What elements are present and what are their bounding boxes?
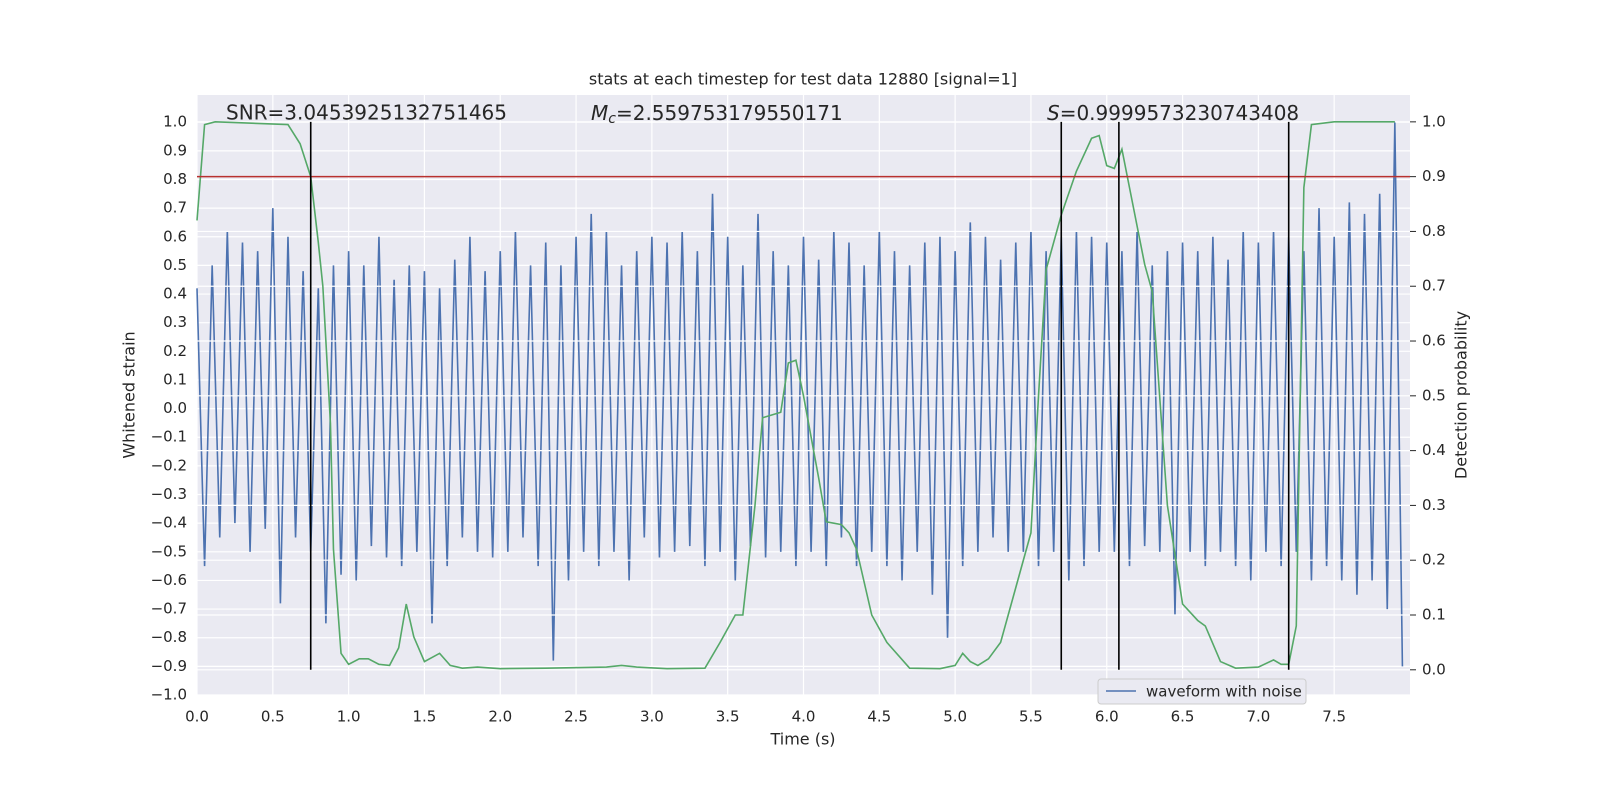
y2-tick-label: 0.6: [1422, 332, 1446, 350]
x-tick-label: 6.0: [1095, 708, 1119, 726]
x-tick-label: 5.5: [1019, 708, 1043, 726]
x-tick-label: 0.5: [261, 708, 285, 726]
legend: waveform with noise: [1097, 678, 1307, 705]
y2-tick-label: 0.4: [1422, 441, 1446, 459]
annotation-value: =2.559753179550171: [616, 101, 843, 125]
y-tick-label: −0.7: [151, 600, 187, 618]
y2-tick-label: 0.5: [1422, 386, 1446, 404]
y2-tick-label: 0.8: [1422, 222, 1446, 240]
x-tick-label: 1.5: [413, 708, 437, 726]
y-tick-label: 0.8: [163, 170, 187, 188]
x-tick-label: 4.0: [792, 708, 816, 726]
y-tick-label: 0.2: [163, 342, 187, 360]
y-tick-label: 0.9: [163, 141, 187, 159]
plot: [196, 95, 1410, 696]
legend-box: [1097, 678, 1307, 705]
y-tick-label: −0.3: [151, 485, 187, 503]
x-tick-label: 4.5: [867, 708, 891, 726]
series-line: [196, 121, 1395, 670]
y2-tick-label: 0.9: [1422, 167, 1446, 185]
x-tick-label: 1.0: [337, 708, 361, 726]
annotation-mc: Mc=2.559753179550171: [591, 101, 843, 128]
y-tick-label: −0.8: [151, 628, 187, 646]
y-tick-label: 0.4: [163, 285, 187, 303]
y-tick-label: −0.2: [151, 456, 187, 474]
x-tick-label: 0.0: [185, 708, 209, 726]
y-tick-label: 0.0: [163, 399, 187, 417]
y-tick-label: −0.6: [151, 571, 187, 589]
legend-label: waveform with noise: [1146, 683, 1302, 701]
y2-tick-label: 0.2: [1422, 551, 1446, 569]
annotation-snr: SNR=3.0453925132751465: [226, 101, 507, 125]
x-tick-label: 2.5: [564, 708, 588, 726]
y-axis-label: Whitened strain: [120, 331, 139, 458]
x-tick-label: 5.0: [943, 708, 967, 726]
y-tick-label: 0.7: [163, 199, 187, 217]
x-tick-label: 7.5: [1322, 708, 1346, 726]
y-tick-label: −0.1: [151, 428, 187, 446]
y-tick-label: 0.6: [163, 227, 187, 245]
x-tick-label: 2.0: [488, 708, 512, 726]
x-tick-label: 6.5: [1171, 708, 1195, 726]
y2-tick-label: 0.3: [1422, 496, 1446, 514]
y2-tick-label: 1.0: [1422, 112, 1446, 130]
y-tick-label: −1.0: [151, 686, 187, 704]
y2-tick-label: 0.0: [1422, 660, 1446, 678]
y-tick-label: −0.4: [151, 514, 187, 532]
annotation-symbol: M: [591, 101, 608, 125]
x-tick-label: 3.5: [716, 708, 740, 726]
annotation-symbol: S: [1047, 101, 1060, 125]
y2-tick-label: 0.7: [1422, 277, 1446, 295]
y-tick-label: 0.1: [163, 370, 187, 388]
y-tick-label: −0.5: [151, 542, 187, 560]
x-tick-label: 3.0: [640, 708, 664, 726]
y-tick-label: −0.9: [151, 657, 187, 675]
y-tick-label: 0.3: [163, 313, 187, 331]
y2-axis-label: Detection probability: [1452, 311, 1471, 479]
annotation-value: =0.9999573230743408: [1060, 101, 1299, 125]
series-line: [196, 122, 1404, 667]
x-tick-label: 7.0: [1246, 708, 1270, 726]
x-axis-label: Time (s): [769, 730, 835, 749]
y2-tick-label: 0.1: [1422, 606, 1446, 624]
annotation-subscript: c: [608, 111, 616, 127]
chart-title: stats at each timestep for test data 128…: [589, 70, 1017, 89]
y-tick-label: 1.0: [163, 113, 187, 131]
annotation-s: S=0.9999573230743408: [1047, 101, 1299, 125]
y-tick-label: 0.5: [163, 256, 187, 274]
